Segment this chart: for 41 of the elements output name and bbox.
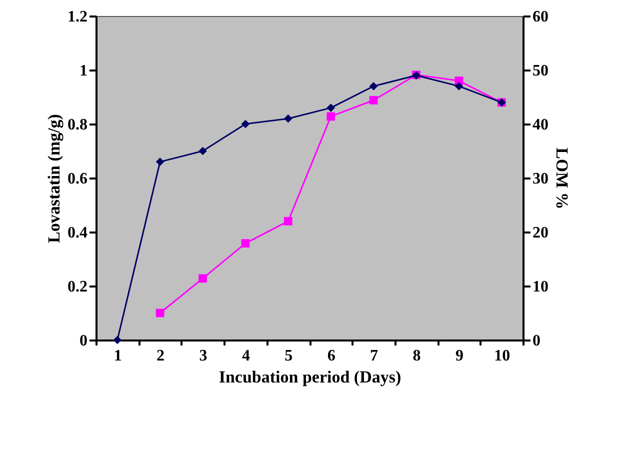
x-tick-label: 1: [114, 348, 122, 364]
y2-tick-label: 30: [532, 170, 548, 188]
y2-tick-label: 0: [532, 332, 540, 350]
y2-tick-label: 50: [532, 62, 548, 80]
point: [241, 239, 250, 248]
y-tick-label: 1.2: [68, 8, 88, 26]
x-axis-title: Incubation period (Days): [218, 368, 402, 386]
point: [198, 146, 207, 156]
point: [369, 82, 378, 90]
point: [369, 96, 378, 104]
point: [284, 114, 292, 123]
point: [326, 104, 336, 112]
x-tick-label: 7: [370, 348, 378, 364]
x-tick-label: 5: [284, 348, 293, 364]
x-tick-label: 10: [494, 348, 510, 364]
point: [284, 217, 292, 226]
x-tick-label: 9: [455, 348, 464, 364]
x-tick-label: 8: [412, 348, 421, 364]
y-axis-title: Lovastatin (mg/g): [44, 114, 64, 243]
x-tick-label: 4: [242, 348, 250, 364]
y2-axis-title: LOM %: [552, 148, 572, 210]
x-tick-label: 3: [199, 348, 208, 364]
x-tick-label: 2: [156, 348, 165, 364]
y-tick-label: 0.6: [68, 170, 88, 188]
y2-tick-label: 60: [532, 8, 548, 26]
y2-tick-label: 20: [532, 224, 548, 242]
y-tick-label: 1: [80, 62, 88, 80]
point: [156, 158, 164, 166]
point: [326, 112, 336, 121]
point: [113, 336, 122, 344]
point: [454, 82, 464, 90]
y-tick-label: 0.8: [68, 116, 88, 134]
point: [241, 120, 250, 128]
point: [198, 274, 207, 283]
y2-tick-label: 10: [532, 278, 548, 296]
y2-tick-label: 40: [532, 116, 548, 134]
y-tick-label: 0.4: [68, 224, 88, 242]
y-tick-label: 0.2: [68, 278, 88, 296]
y-tick-label: 0: [80, 332, 88, 350]
x-tick-label: 6: [327, 348, 336, 364]
point: [156, 308, 164, 318]
